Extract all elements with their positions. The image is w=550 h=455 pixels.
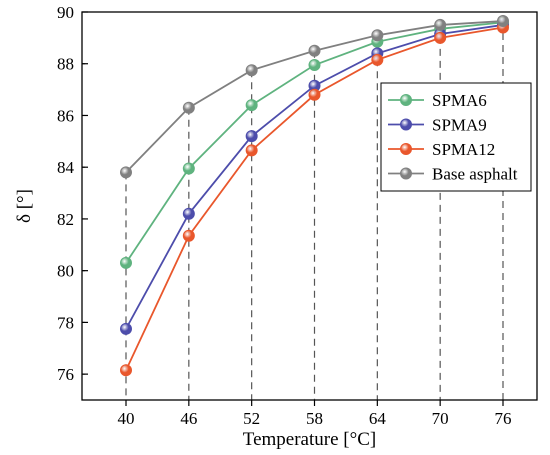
data-point-spma12 bbox=[120, 364, 132, 377]
x-tick-label: 76 bbox=[495, 409, 512, 428]
legend-label: SPMA6 bbox=[432, 91, 487, 110]
data-point-spma6 bbox=[120, 256, 132, 269]
plot-frame bbox=[81, 11, 538, 401]
vertical-guide-lines bbox=[125, 21, 504, 400]
x-tick-label: 52 bbox=[243, 409, 260, 428]
data-point-base-asphalt bbox=[434, 18, 447, 31]
data-point-spma12 bbox=[434, 31, 447, 44]
legend-marker bbox=[400, 94, 412, 106]
x-tick-label: 46 bbox=[180, 409, 197, 428]
legend-marker bbox=[400, 143, 412, 155]
data-point-base-asphalt bbox=[182, 101, 195, 114]
legend-marker bbox=[400, 167, 412, 180]
data-point-spma9 bbox=[182, 207, 195, 220]
data-point-base-asphalt bbox=[497, 15, 509, 28]
data-point-spma6 bbox=[308, 59, 321, 72]
data-point-base-asphalt bbox=[120, 166, 132, 179]
x-axis-label: Temperature [°C] bbox=[243, 429, 376, 450]
y-axis-label: δ [°] bbox=[14, 189, 35, 223]
legend-marker bbox=[400, 118, 412, 131]
y-tick-label: 86 bbox=[57, 106, 74, 125]
y-tick-label: 88 bbox=[57, 55, 74, 74]
y-tick-label: 76 bbox=[57, 365, 74, 384]
data-point-spma12 bbox=[308, 88, 321, 101]
data-point-spma9 bbox=[245, 130, 258, 143]
y-tick-label: 90 bbox=[57, 3, 74, 22]
series-points bbox=[120, 15, 509, 377]
legend-label: SPMA9 bbox=[432, 116, 487, 135]
y-axis-ticks: 76 78 80 82 84 86 88 90 bbox=[57, 3, 88, 384]
y-tick-label: 78 bbox=[57, 313, 74, 332]
y-tick-label: 82 bbox=[57, 210, 74, 229]
x-tick-label: 58 bbox=[306, 409, 323, 428]
legend-label: SPMA12 bbox=[432, 140, 495, 159]
y-tick-label: 84 bbox=[57, 158, 75, 177]
y-tick-label: 80 bbox=[57, 262, 74, 281]
x-axis-ticks: 40 46 52 58 64 70 76 bbox=[118, 400, 512, 428]
data-point-spma12 bbox=[182, 229, 195, 242]
data-point-spma6 bbox=[245, 99, 258, 112]
x-tick-label: 64 bbox=[369, 409, 387, 428]
data-point-base-asphalt bbox=[245, 64, 258, 77]
legend-label: Base asphalt bbox=[432, 165, 518, 184]
data-point-base-asphalt bbox=[371, 29, 384, 42]
x-tick-label: 70 bbox=[432, 409, 449, 428]
data-point-spma12 bbox=[371, 53, 384, 66]
data-point-spma12 bbox=[245, 144, 258, 157]
data-point-spma6 bbox=[182, 162, 195, 175]
data-point-spma9 bbox=[120, 322, 132, 335]
legend: SPMA6 SPMA9 SPMA12 Base asphalt bbox=[380, 82, 532, 192]
data-point-base-asphalt bbox=[308, 44, 321, 57]
x-tick-label: 40 bbox=[118, 409, 135, 428]
